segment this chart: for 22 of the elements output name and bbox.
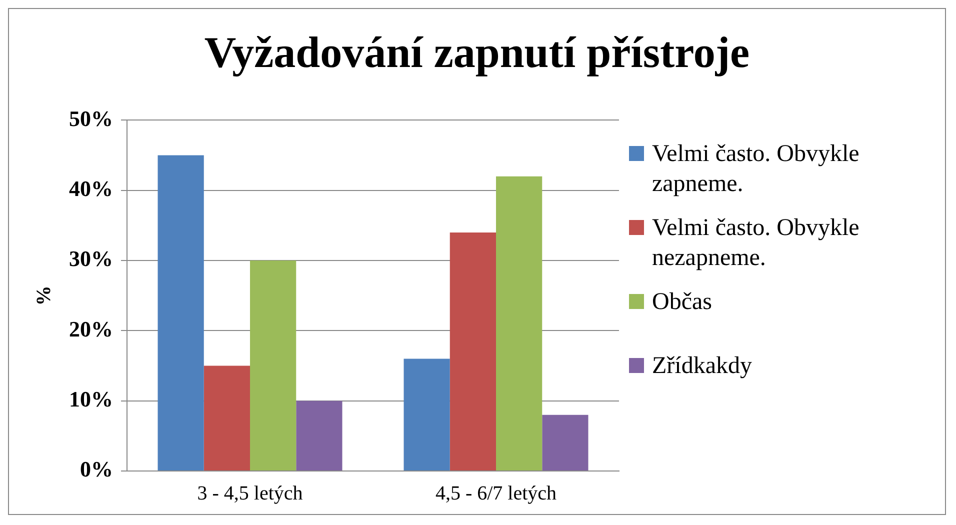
y-tick-label: 30% — [69, 246, 113, 272]
bar — [542, 414, 588, 470]
chart-title: Vyžadování zapnutí přístroje — [203, 27, 751, 79]
bar — [250, 260, 296, 470]
bar — [204, 366, 250, 470]
y-axis-title: % — [33, 286, 56, 306]
y-tick-label: 50% — [69, 106, 113, 131]
x-tick-label: 4,5 - 6/7 letých — [435, 482, 557, 504]
legend-label: Velmi často. Obvykle nezapneme. — [652, 214, 860, 273]
legend-label: Zřídkakdy — [652, 352, 752, 381]
y-tick-label: 10% — [69, 386, 113, 412]
bar — [450, 232, 496, 470]
legend-label: Občas — [652, 288, 712, 317]
y-tick-label: 40% — [69, 176, 113, 202]
legend-label: Velmi často. Obvykle zapneme. — [652, 140, 860, 199]
bar — [158, 155, 204, 470]
bar — [404, 358, 450, 470]
y-tick-label: 0% — [80, 456, 113, 482]
bar — [296, 400, 342, 470]
x-tick-label: 3 - 4,5 letých — [197, 482, 303, 504]
y-tick-label: 20% — [69, 316, 113, 342]
bar — [496, 176, 542, 470]
